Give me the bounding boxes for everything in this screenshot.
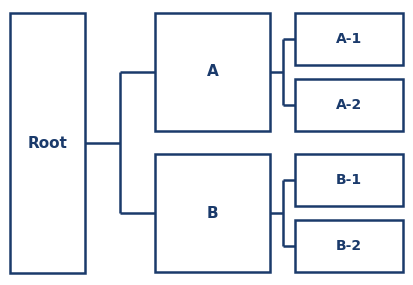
Text: B: B — [206, 205, 218, 221]
Text: A: A — [206, 64, 218, 80]
Text: Root: Root — [28, 135, 67, 150]
Text: A-1: A-1 — [336, 32, 362, 46]
Bar — [295, 13, 403, 65]
Bar — [295, 79, 403, 131]
Bar — [295, 154, 403, 206]
Bar — [155, 154, 270, 272]
Text: B-2: B-2 — [336, 239, 362, 253]
Text: A-2: A-2 — [336, 98, 362, 112]
Bar — [295, 220, 403, 272]
Text: B-1: B-1 — [336, 173, 362, 187]
Bar — [10, 13, 85, 273]
Bar — [155, 13, 270, 131]
